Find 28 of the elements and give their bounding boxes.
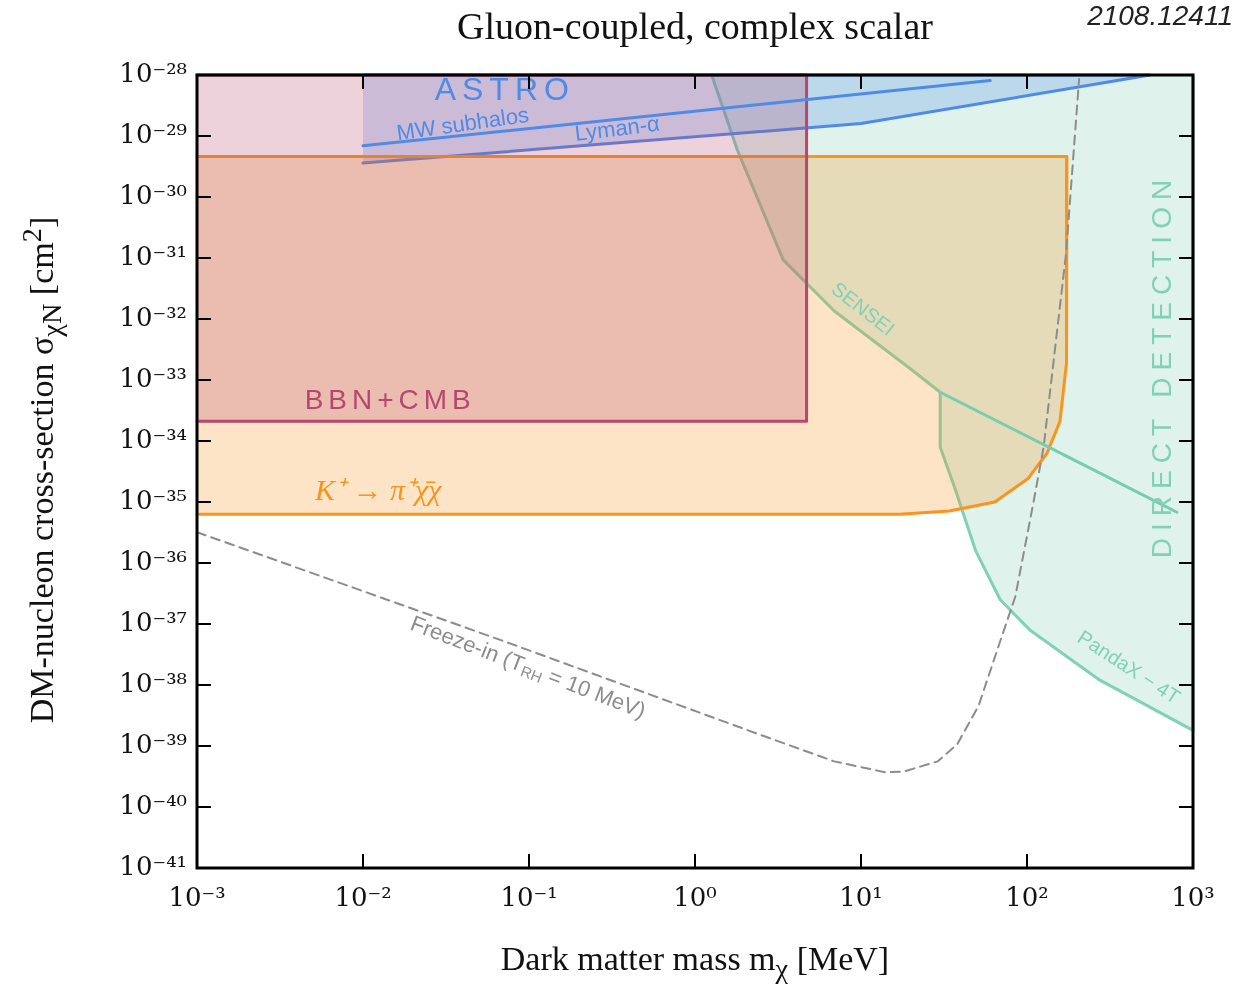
y-tick-label: 10⁻⁴⁰ (119, 789, 187, 820)
text: 2108.12411 (1087, 0, 1233, 32)
annotation: Lyman-α (573, 110, 662, 146)
y-tick-label: 10⁻²⁸ (119, 57, 187, 88)
y-tick-label: 10⁻³⁷ (119, 606, 187, 637)
y-tick-label: 10⁻³⁹ (119, 728, 187, 759)
x-tick-label: 10⁻³ (168, 882, 226, 913)
y-tick-label: 10⁻²⁹ (119, 118, 187, 149)
y-tick-label: 10⁻³⁸ (119, 667, 187, 698)
annotation: DIRECT DETECTION (1145, 172, 1177, 559)
y-tick-label: 10⁻³⁶ (119, 545, 187, 576)
y-tick-label: 10⁻³³ (119, 362, 187, 393)
x-tick-label: 10³ (1171, 882, 1215, 913)
x-tick-label: 10¹ (839, 882, 883, 913)
x-tick-label: 10⁰ (673, 882, 717, 913)
y-tick-label: 10⁻³⁴ (119, 423, 187, 454)
y-tick-label: 10⁻³⁰ (119, 179, 187, 210)
y-tick-label: 10⁻³² (119, 301, 187, 332)
x-tick-label: 10⁻² (334, 882, 392, 913)
x-axis-title: Dark matter mass m$_{χ}$ [MeV] (499, 940, 891, 985)
x-tick-label: 10⁻¹ (500, 882, 558, 913)
annotation: BBN+CMB (304, 384, 476, 416)
y-tick-label: 10⁻³¹ (119, 240, 187, 271)
chart-title: Gluon-coupled, complex scalar (457, 5, 933, 47)
y-tick-label: 10⁻⁴¹ (119, 850, 187, 881)
annotation: K⁺ → π⁺χ̄χ (314, 473, 443, 507)
y-tick-label: 10⁻³⁵ (119, 484, 187, 515)
x-tick-label: 10² (1005, 882, 1049, 913)
